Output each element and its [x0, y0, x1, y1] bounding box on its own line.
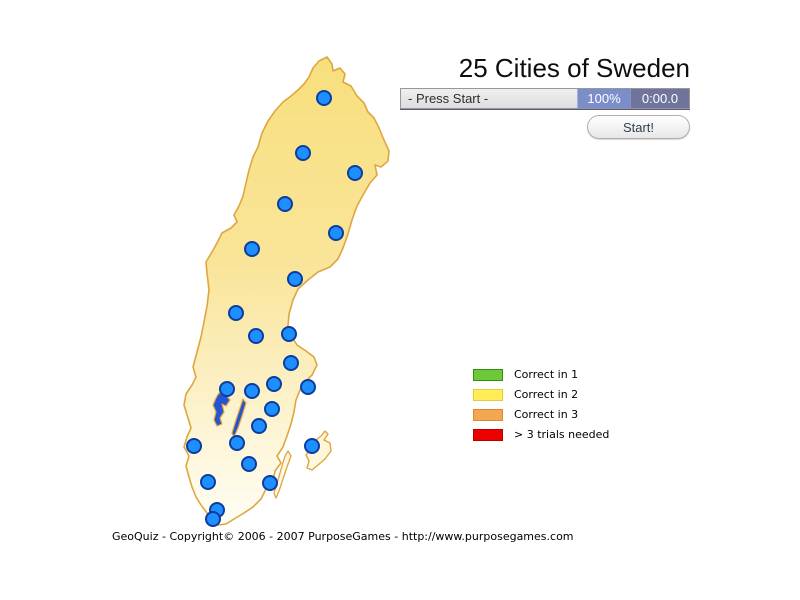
city-dot[interactable] [347, 165, 363, 181]
city-dot[interactable] [264, 401, 280, 417]
city-dot[interactable] [205, 511, 221, 527]
city-dot[interactable] [304, 438, 320, 454]
city-dot[interactable] [281, 326, 297, 342]
city-dot[interactable] [186, 438, 202, 454]
city-dot[interactable] [241, 456, 257, 472]
city-dot[interactable] [316, 90, 332, 106]
legend-swatch-red [473, 428, 503, 441]
city-dot[interactable] [300, 379, 316, 395]
legend-label: Correct in 3 [514, 408, 579, 421]
city-dot[interactable] [283, 355, 299, 371]
city-dot[interactable] [251, 418, 267, 434]
island-oland[interactable] [273, 450, 292, 499]
city-dot[interactable] [266, 376, 282, 392]
start-button[interactable]: Start! [587, 115, 690, 139]
legend-row-correct-3: Correct in 3 [473, 408, 609, 421]
copyright-footer: GeoQuiz - Copyright© 2006 - 2007 Purpose… [112, 530, 574, 543]
city-dot[interactable] [219, 381, 235, 397]
city-dot[interactable] [295, 145, 311, 161]
legend-label: > 3 trials needed [514, 428, 610, 441]
city-dot[interactable] [229, 435, 245, 451]
city-dot[interactable] [200, 474, 216, 490]
legend-swatch-yellow [473, 388, 503, 401]
legend-row-correct-1: Correct in 1 [473, 368, 609, 381]
legend-swatch-orange [473, 408, 503, 421]
lake-vanern [212, 392, 231, 427]
city-dot[interactable] [228, 305, 244, 321]
status-message: - Press Start - [401, 89, 577, 108]
city-dots-group [186, 90, 363, 527]
legend-row-correct-2: Correct in 2 [473, 388, 609, 401]
legend-swatch-green [473, 368, 503, 381]
city-dot[interactable] [244, 383, 260, 399]
timer-display: 0:00.0 [630, 89, 689, 108]
city-dot[interactable] [244, 241, 260, 257]
legend-row-over-3: > 3 trials needed [473, 428, 609, 441]
city-dot[interactable] [287, 271, 303, 287]
status-bar: - Press Start - 100% 0:00.0 [400, 88, 690, 109]
legend: Correct in 1 Correct in 2 Correct in 3 >… [473, 368, 609, 448]
legend-label: Correct in 1 [514, 368, 579, 381]
score-percent: 100% [577, 89, 630, 108]
legend-label: Correct in 2 [514, 388, 579, 401]
city-dot[interactable] [248, 328, 264, 344]
city-dot[interactable] [262, 475, 278, 491]
city-dot[interactable] [328, 225, 344, 241]
sweden-mainland[interactable] [183, 56, 390, 526]
city-dot[interactable] [277, 196, 293, 212]
page-title: 25 Cities of Sweden [458, 53, 690, 83]
